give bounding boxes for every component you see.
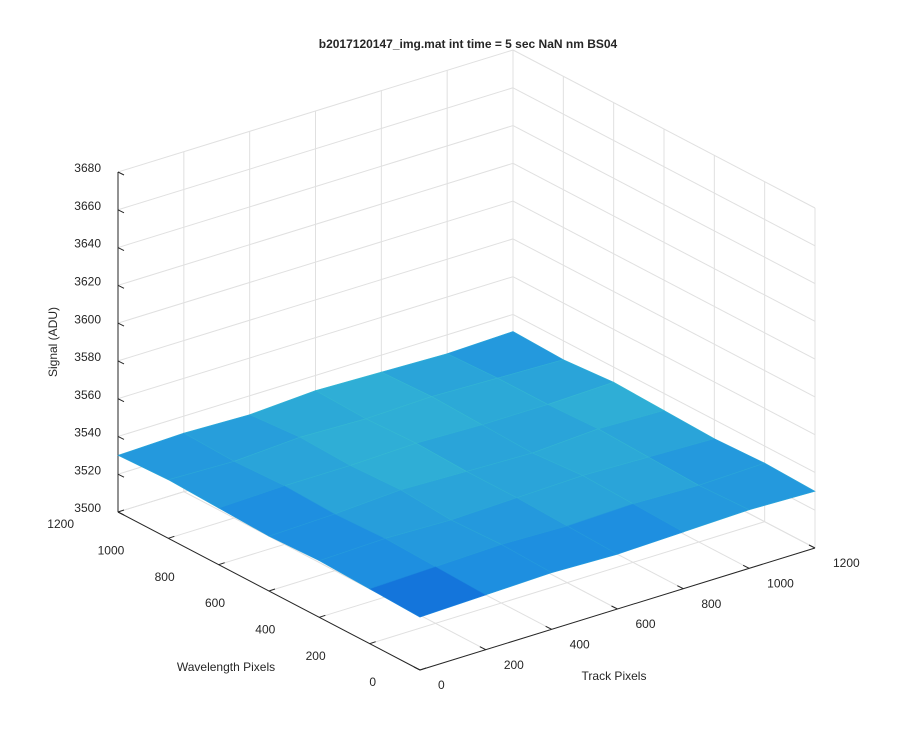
y-tick-label: 1200 [47, 517, 74, 531]
z-tick-label: 3640 [74, 237, 101, 251]
z-tick-label: 3680 [74, 161, 101, 175]
z-tick-label: 3540 [74, 426, 101, 440]
tick-mark [369, 641, 376, 645]
y-tick-label: 400 [255, 623, 275, 637]
x-tick-label: 200 [504, 658, 524, 672]
x-tick-label: 0 [438, 678, 445, 692]
z-tick-label: 3620 [74, 275, 101, 289]
chart-title: b2017120147_img.mat int time = 5 sec NaN… [319, 37, 618, 51]
z-tick-label: 3500 [74, 501, 101, 515]
z-axis-label: Signal (ADU) [46, 307, 60, 377]
tick-mark [419, 667, 427, 671]
z-tick-label: 3560 [74, 388, 101, 402]
tick-mark [742, 564, 750, 569]
tick-mark [117, 360, 125, 365]
tick-mark [117, 284, 125, 289]
y-tick-label: 800 [155, 570, 175, 584]
x-tick-label: 1200 [833, 556, 860, 570]
tick-mark [168, 535, 175, 539]
x-tick-label: 1000 [767, 577, 794, 591]
tick-mark [808, 544, 816, 549]
z-tick-label: 3660 [74, 199, 101, 213]
tick-mark [117, 398, 125, 403]
tick-mark [268, 588, 276, 592]
tick-mark [218, 562, 225, 566]
tick-mark [117, 511, 125, 516]
tick-mark [117, 473, 125, 478]
y-tick-label: 1000 [98, 544, 125, 558]
tick-mark [117, 171, 125, 176]
x-tick-label: 400 [570, 638, 590, 652]
z-tick-label: 3580 [74, 350, 101, 364]
tick-mark [117, 435, 125, 440]
tick-mark [545, 625, 552, 630]
y-tick-label: 0 [369, 675, 376, 689]
x-tick-label: 800 [701, 597, 721, 611]
tick-mark [479, 646, 487, 651]
tick-mark [319, 614, 326, 618]
tick-mark [117, 209, 125, 214]
tick-mark [117, 322, 125, 327]
tick-mark [117, 247, 125, 252]
tick-mark [677, 585, 684, 590]
z-tick-label: 3520 [74, 463, 101, 477]
tick-mark [117, 509, 125, 513]
y-tick-label: 600 [205, 596, 225, 610]
tick-mark [611, 605, 618, 610]
y-axis-label: Wavelength Pixels [177, 660, 275, 674]
surface-cell [368, 566, 487, 618]
grid-line [369, 521, 765, 645]
x-tick-label: 600 [636, 617, 656, 631]
x-axis-label: Track Pixels [582, 669, 647, 683]
z-tick-label: 3600 [74, 312, 101, 326]
tick-mark [413, 666, 421, 671]
y-tick-label: 200 [306, 649, 326, 663]
